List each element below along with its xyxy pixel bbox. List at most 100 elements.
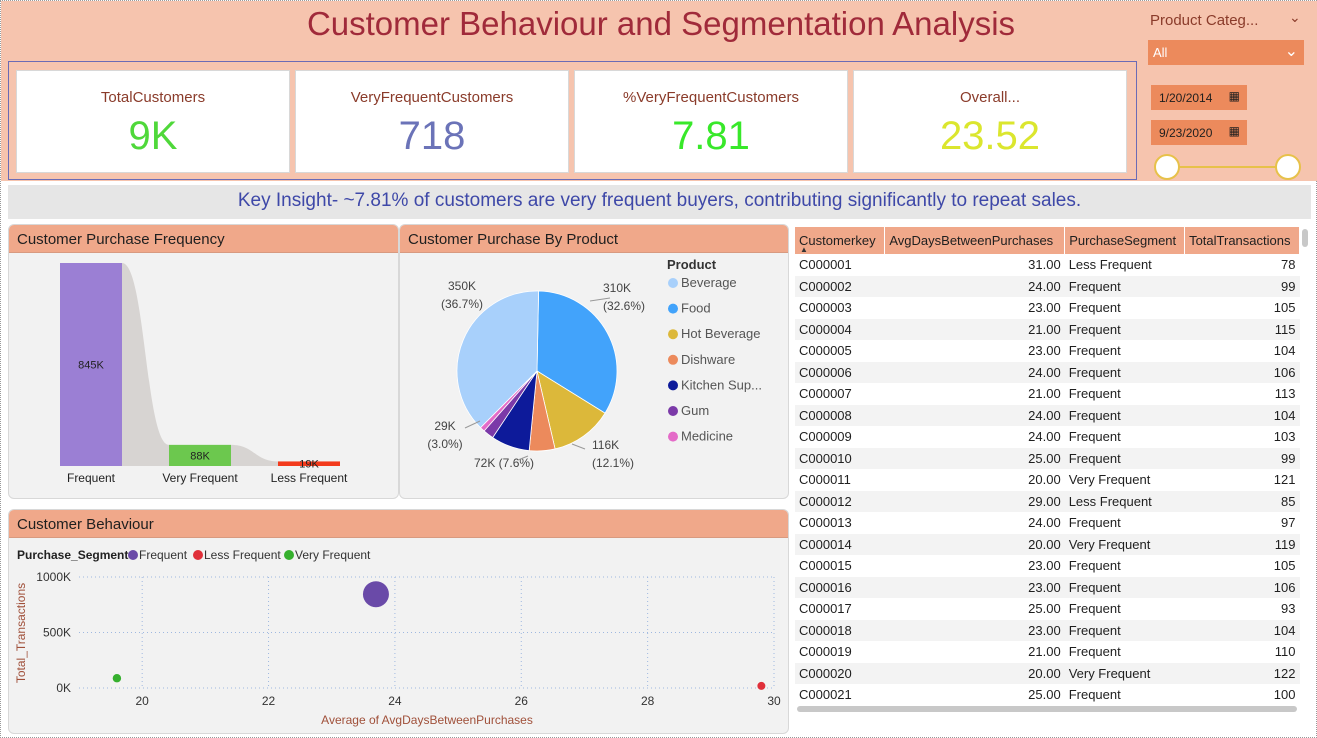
table-row[interactable]: C000002 24.00 Frequent 99 xyxy=(795,275,1300,297)
start-date-input[interactable]: 1/20/2014 ▦ xyxy=(1151,85,1247,110)
table-row[interactable]: C000003 23.00 Frequent 105 xyxy=(795,297,1300,319)
cell-segment: Frequent xyxy=(1068,558,1121,574)
table-row[interactable]: C000018 23.00 Frequent 104 xyxy=(795,619,1300,641)
cell-segment: Frequent xyxy=(1064,619,1185,641)
scatter-point-very-frequent[interactable] xyxy=(112,674,122,683)
customer-grid: Customerkey ▲ AvgDaysBetweenPurchases Pu… xyxy=(795,227,1300,706)
column-header-segment[interactable]: PurchaseSegment xyxy=(1064,227,1186,254)
cell-customerkey: C000004 xyxy=(795,318,885,340)
cell-customerkey: C000018 xyxy=(795,619,885,641)
table-row[interactable]: C000010 25.00 Frequent 99 xyxy=(795,447,1300,469)
bar-data-label: 19K xyxy=(299,459,319,471)
cell-customerkey: C000020 xyxy=(795,662,885,684)
table-row[interactable]: C000006 24.00 Frequent 106 xyxy=(795,361,1300,383)
bar-very-frequent[interactable] xyxy=(169,444,231,466)
y-tick-label: 1000K xyxy=(36,570,71,584)
table-row[interactable]: C000019 21.00 Frequent 110 xyxy=(795,641,1300,663)
column-header-avgdays[interactable]: AvgDaysBetweenPurchases xyxy=(884,227,1066,254)
cell-transactions: 121 xyxy=(1273,472,1296,488)
table-row[interactable]: C000004 21.00 Frequent 115 xyxy=(795,318,1300,340)
end-date-input[interactable]: 9/23/2020 ▦ xyxy=(1151,120,1247,145)
legend-entry: Hot Beverage xyxy=(681,326,761,341)
pie-data-label: 310K xyxy=(603,281,631,295)
cell-avgdays: 31.00 xyxy=(1028,257,1061,273)
card-very-frequent-customers[interactable]: VeryFrequentCustomers 718 xyxy=(295,70,569,173)
calendar-icon[interactable]: ▦ xyxy=(1228,124,1240,138)
bar-less-frequent[interactable] xyxy=(278,461,340,466)
table-row[interactable]: C000005 23.00 Frequent 104 xyxy=(795,340,1300,362)
table-row[interactable]: C000008 24.00 Frequent 104 xyxy=(795,404,1300,426)
table-row[interactable]: C000012 29.00 Less Frequent 85 xyxy=(795,490,1300,512)
sort-ascending-icon: ▲ xyxy=(800,245,808,254)
cell-segment: Very Frequent xyxy=(1064,662,1185,684)
cell-segment: Frequent xyxy=(1064,361,1185,383)
cell-segment: Frequent xyxy=(1064,447,1185,469)
legend-marker xyxy=(128,550,138,560)
x-tick-label: 24 xyxy=(388,694,402,708)
end-date-value: 9/23/2020 xyxy=(1159,126,1213,140)
cell-customerkey: C000006 xyxy=(795,361,885,383)
date-slider-end-handle[interactable] xyxy=(1275,154,1301,180)
cell-customerkey: C000017 xyxy=(799,601,852,617)
cell-customerkey: C000021 xyxy=(799,687,852,703)
cell-segment: Frequent xyxy=(1068,300,1121,316)
product-category-dropdown[interactable]: All ⌄ xyxy=(1148,40,1304,65)
cell-segment: Frequent xyxy=(1068,429,1121,445)
table-row[interactable]: C000021 25.00 Frequent 100 xyxy=(795,684,1300,706)
cell-avgdays: 23.00 xyxy=(1028,343,1061,359)
legend-entry: Medicine xyxy=(681,429,733,444)
pie-data-label: 29K xyxy=(434,419,455,433)
cell-segment: Frequent xyxy=(1064,275,1185,297)
cell-transactions: 103 xyxy=(1273,429,1296,445)
legend-entry: Frequent xyxy=(139,548,188,562)
x-tick-label: Less Frequent xyxy=(271,471,348,485)
table-vertical-scrollbar[interactable] xyxy=(1302,229,1308,247)
scatter-point-frequent[interactable] xyxy=(362,581,389,608)
table-row[interactable]: C000007 21.00 Frequent 113 xyxy=(795,383,1300,405)
panel-title: Customer Purchase Frequency xyxy=(9,225,398,253)
key-insight-banner: Key Insight- ~7.81% of customers are ver… xyxy=(8,185,1311,219)
column-label: PurchaseSegment xyxy=(1069,233,1177,248)
table-row[interactable]: C000011 20.00 Very Frequent 121 xyxy=(795,469,1300,491)
column-header-customerkey[interactable]: Customerkey ▲ xyxy=(795,227,886,254)
chevron-down-icon[interactable]: ⌄ xyxy=(1289,9,1301,25)
cell-customerkey: C000010 xyxy=(795,447,885,469)
card-pct-very-frequent[interactable]: %VeryFrequentCustomers 7.81 xyxy=(574,70,848,173)
card-label: %VeryFrequentCustomers xyxy=(623,89,799,106)
table-row[interactable]: C000017 25.00 Frequent 93 xyxy=(795,598,1300,620)
cell-avgdays: 24.00 xyxy=(884,404,1065,426)
card-total-customers[interactable]: TotalCustomers 9K xyxy=(16,70,290,173)
calendar-icon[interactable]: ▦ xyxy=(1228,89,1240,103)
cell-customerkey: C000007 xyxy=(799,386,852,402)
legend-marker xyxy=(668,380,678,391)
table-row[interactable]: C000001 31.00 Less Frequent 78 xyxy=(795,254,1300,276)
date-range-slider-track[interactable] xyxy=(1167,166,1287,168)
panel-title: Customer Behaviour xyxy=(9,510,788,538)
cell-avgdays: 25.00 xyxy=(1028,601,1061,617)
table-row[interactable]: C000015 23.00 Frequent 105 xyxy=(795,555,1300,577)
table-horizontal-scrollbar[interactable] xyxy=(797,706,1297,712)
table-row[interactable]: C000009 24.00 Frequent 103 xyxy=(795,426,1300,448)
cell-avgdays: 23.00 xyxy=(1028,558,1061,574)
card-overall[interactable]: Overall... 23.52 xyxy=(853,70,1127,173)
cell-avgdays: 25.00 xyxy=(1028,687,1061,703)
legend-marker xyxy=(668,354,678,365)
pie-slice-beverage[interactable] xyxy=(456,290,540,429)
table-row[interactable]: C000016 23.00 Frequent 106 xyxy=(795,576,1300,598)
column-header-transactions[interactable]: TotalTransactions xyxy=(1184,227,1300,254)
pie-slice-food[interactable] xyxy=(536,290,618,414)
cell-avgdays: 25.00 xyxy=(884,447,1065,469)
cell-transactions: 110 xyxy=(1274,644,1296,660)
legend-marker xyxy=(668,303,678,314)
pie-slice-hot-beverage[interactable] xyxy=(536,370,606,450)
table-row[interactable]: C000020 20.00 Very Frequent 122 xyxy=(795,662,1300,684)
purchase-frequency-panel: Customer Purchase Frequency 845K Frequent… xyxy=(8,224,399,499)
column-label: AvgDaysBetweenPurchases xyxy=(889,233,1054,248)
date-slider-start-handle[interactable] xyxy=(1154,154,1180,180)
bar-frequent[interactable] xyxy=(60,263,122,466)
table-row[interactable]: C000013 24.00 Frequent 97 xyxy=(795,512,1300,534)
scatter-point-less-frequent[interactable] xyxy=(757,681,766,690)
cell-customerkey: C000011 xyxy=(799,472,851,488)
table-row[interactable]: C000014 20.00 Very Frequent 119 xyxy=(795,533,1300,555)
